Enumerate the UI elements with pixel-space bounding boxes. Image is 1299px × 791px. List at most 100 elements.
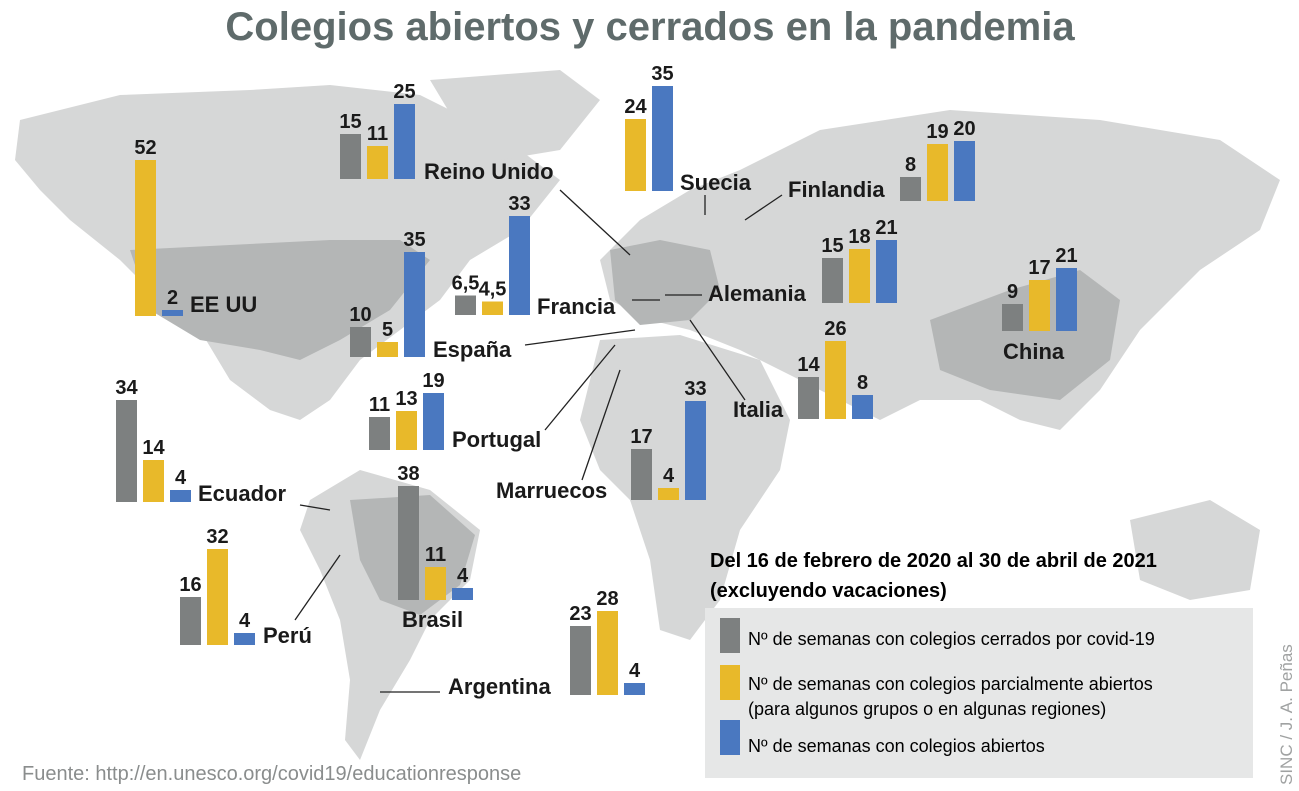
value-label: 4 xyxy=(629,660,641,682)
country-label: Portugal xyxy=(452,427,541,452)
value-label: 4 xyxy=(663,465,675,487)
value-label: 15 xyxy=(821,235,843,257)
value-label: 16 xyxy=(179,574,201,596)
legend-swatch xyxy=(720,720,740,755)
value-label: 11 xyxy=(425,544,446,566)
value-label: 4 xyxy=(175,467,187,489)
value-label: 8 xyxy=(905,154,916,176)
subtitle: (excluyendo vacaciones) xyxy=(710,580,947,602)
bar xyxy=(452,588,473,600)
value-label: 14 xyxy=(142,437,165,459)
bar xyxy=(652,86,673,191)
bar xyxy=(625,119,646,191)
bar xyxy=(135,160,156,316)
country-label: Alemania xyxy=(708,281,807,306)
value-label: 15 xyxy=(339,111,361,133)
europe-core xyxy=(610,240,720,325)
bar xyxy=(900,177,921,201)
credit: SINC / J. A. Peñas xyxy=(1277,644,1296,785)
bar xyxy=(624,683,645,695)
bar xyxy=(369,417,390,450)
bar xyxy=(954,141,975,201)
bar xyxy=(482,301,503,315)
value-label: 24 xyxy=(624,96,647,118)
bar xyxy=(394,104,415,179)
bar xyxy=(876,240,897,303)
bar xyxy=(377,342,398,357)
bar xyxy=(658,488,679,500)
bar xyxy=(1029,280,1050,331)
australia xyxy=(1130,500,1260,600)
value-label: 4,5 xyxy=(479,279,507,301)
bar xyxy=(143,460,164,502)
country-label: Francia xyxy=(537,294,616,319)
country-label: Argentina xyxy=(448,674,551,699)
country-label: Finlandia xyxy=(788,177,885,202)
bar xyxy=(180,597,201,645)
bar xyxy=(685,401,706,500)
value-label: 13 xyxy=(395,388,417,410)
country-label: Marruecos xyxy=(496,478,607,503)
value-label: 32 xyxy=(206,526,228,548)
country-label: Brasil xyxy=(402,607,463,632)
bar xyxy=(825,341,846,419)
value-label: 9 xyxy=(1007,281,1018,303)
bar xyxy=(423,393,444,450)
value-label: 10 xyxy=(349,304,371,326)
bar xyxy=(1056,268,1077,331)
country-label: Ecuador xyxy=(198,481,286,506)
value-label: 4 xyxy=(457,565,469,587)
value-label: 11 xyxy=(367,123,388,145)
bar xyxy=(396,411,417,450)
value-label: 14 xyxy=(797,354,820,376)
bar xyxy=(234,633,255,645)
bar xyxy=(849,249,870,303)
bar xyxy=(170,490,191,502)
country-label: Italia xyxy=(733,397,784,422)
legend-description: (para algunos grupos o en algunas region… xyxy=(748,699,1106,719)
value-label: 11 xyxy=(369,394,390,416)
bar xyxy=(1002,304,1023,331)
leader-lines xyxy=(294,189,783,693)
value-label: 6,5 xyxy=(452,273,480,295)
value-label: 5 xyxy=(382,319,393,341)
value-label: 18 xyxy=(848,226,870,248)
bar xyxy=(367,146,388,179)
value-label: 20 xyxy=(953,118,975,140)
bar xyxy=(927,144,948,201)
bar xyxy=(798,377,819,419)
bar xyxy=(404,252,425,357)
value-label: 4 xyxy=(239,610,251,632)
bar xyxy=(340,134,361,179)
bar xyxy=(822,258,843,303)
bar xyxy=(116,400,137,502)
value-label: 23 xyxy=(569,603,591,625)
country-label: China xyxy=(1003,339,1065,364)
legend-label: Nº de semanas con colegios abiertos xyxy=(748,736,1045,756)
value-label: 33 xyxy=(508,193,530,215)
value-label: 19 xyxy=(926,121,948,143)
bar xyxy=(455,295,476,315)
bar xyxy=(852,395,873,419)
greenland xyxy=(430,70,600,160)
bar xyxy=(570,626,591,695)
source: Fuente: http://en.unesco.org/covid19/edu… xyxy=(22,763,521,785)
value-label: 26 xyxy=(824,318,846,340)
value-label: 52 xyxy=(134,137,156,159)
subtitle: Del 16 de febrero de 2020 al 30 de abril… xyxy=(710,550,1157,572)
chart-title: Colegios abiertos y cerrados en la pande… xyxy=(225,5,1075,49)
value-label: 33 xyxy=(684,378,706,400)
country-label: Suecia xyxy=(680,170,752,195)
legend-box xyxy=(705,608,1253,778)
legend-swatch xyxy=(720,665,740,700)
bar xyxy=(509,216,530,315)
value-label: 17 xyxy=(630,426,652,448)
value-label: 17 xyxy=(1028,257,1050,279)
bar xyxy=(597,611,618,695)
legend-label: Nº de semanas con colegios parcialmente … xyxy=(748,674,1153,694)
bar xyxy=(207,549,228,645)
country-label: España xyxy=(433,337,512,362)
value-label: 38 xyxy=(397,463,419,485)
country-label: Perú xyxy=(263,623,312,648)
